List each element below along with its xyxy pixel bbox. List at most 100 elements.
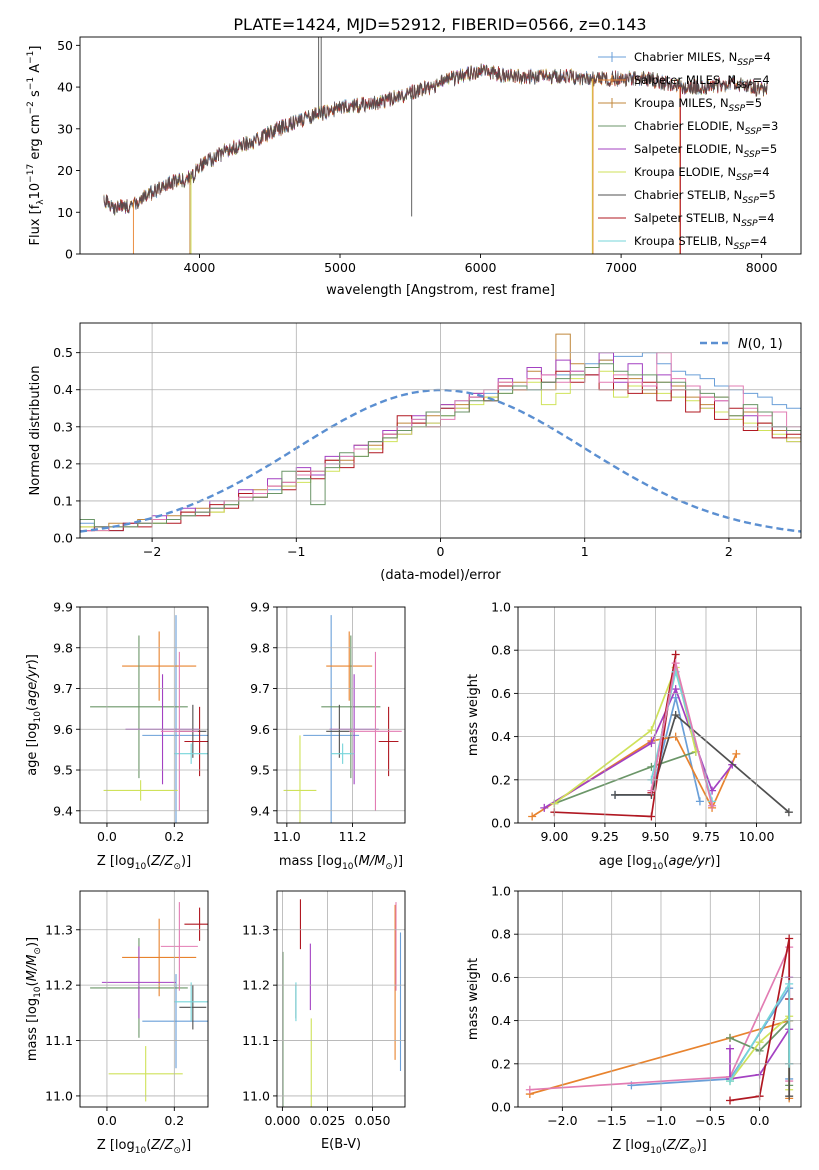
- x-axis-label: age [log10​(age/yr)]: [599, 854, 721, 872]
- axes-frame: [276, 890, 406, 1108]
- legend: N(0, 1): [700, 337, 783, 352]
- label-part: N: [738, 337, 748, 352]
- y-tick-label: 9.5: [250, 763, 270, 778]
- axes-frame: [79, 36, 802, 255]
- label-part: =5: [760, 142, 777, 156]
- x-tick-label: 0.2: [164, 1113, 184, 1128]
- x-tick-label: 11.0: [273, 829, 301, 844]
- x-tick-label: −2.0: [547, 1113, 577, 1128]
- label-part: )]: [393, 854, 403, 869]
- label-part: ⊙: [385, 862, 393, 872]
- y-tick-label: 10: [57, 205, 73, 220]
- errorbar-point: [160, 651, 198, 811]
- label-part: ⊙: [689, 1146, 697, 1156]
- errorbar-point: [184, 907, 208, 941]
- x-axis-label: Z [log10​(Z/Z⊙​)]: [612, 1138, 706, 1156]
- y-tick-label: 0.0: [53, 531, 73, 546]
- axes-frame: [276, 606, 406, 824]
- x-tick-label: 0.2: [164, 829, 184, 844]
- y-tick-label: 9.9: [250, 600, 270, 615]
- label-part: SSP: [736, 173, 753, 183]
- label-part: )]: [697, 1138, 707, 1153]
- axes-mass-vs-Z: 0.0 0.2 11.0 11.1 11.2 11.3 Z [log10​(Z/Z⊙​)] m…: [25, 890, 209, 1156]
- weight-series-ke: [550, 663, 700, 808]
- weight-marker: [784, 808, 793, 817]
- axes-frame: [517, 890, 802, 1108]
- histogram-series-se: [80, 352, 801, 538]
- label-part: −1: [26, 77, 36, 90]
- label-part: Flux [f: [28, 204, 43, 245]
- label-part: =4: [754, 50, 771, 64]
- label-part: M/M: [359, 854, 386, 869]
- histogram-series-ss: [80, 370, 801, 538]
- y-tick-label: 0.4: [53, 382, 73, 397]
- weight-line: [529, 946, 791, 1091]
- x-tick-label: −1: [287, 544, 305, 559]
- legend-label: Chabrier ELODIE, NSSP​=3: [634, 119, 778, 137]
- label-part: A: [28, 64, 43, 77]
- x-tick-label: 1: [581, 544, 589, 559]
- label-part: 10: [33, 711, 43, 723]
- axes-age-vs-Z: 0.0 0.2 9.4 9.5 9.6 9.7 9.8 9.9 Z [log10​(Z/Z⊙​)…: [25, 600, 209, 872]
- weight-line: [729, 938, 791, 1102]
- label-part: Chabrier ELODIE, N: [634, 119, 745, 133]
- y-tick-label: 9.8: [250, 640, 270, 655]
- axes-weight-vs-age: 9.00 9.25 9.50 9.75 10.00 0.0 0.2 0.4 0.6 0.8 1.0 a…: [466, 600, 802, 872]
- y-tick-label: 9.8: [53, 640, 73, 655]
- legend-label: Kroupa ELODIE, NSSP​=4: [634, 165, 770, 183]
- weight-series-cs: [611, 711, 793, 817]
- errorbar-point: [142, 615, 208, 823]
- plot-area: [90, 902, 208, 1102]
- errorbar-point: [331, 743, 355, 764]
- x-axis-label: (data-model)/error: [380, 568, 501, 583]
- y-axis-label: Flux [fλ​10−17​ erg cm−2​ s−1​ A−1​]: [26, 46, 46, 246]
- label-part: Salpeter ELODIE, N: [634, 142, 744, 156]
- y-tick-label: 0.1: [53, 493, 73, 508]
- histogram-series-pink: [80, 352, 801, 538]
- label-part: 10: [135, 1146, 147, 1156]
- errorbar-point: [321, 635, 381, 779]
- weight-marker: [785, 979, 794, 988]
- y-axis-label: mass weight: [466, 674, 481, 756]
- label-part: Kroupa STELIB, N: [634, 234, 734, 248]
- label-part: =3: [761, 119, 778, 133]
- legend-label: Chabrier MILES, NSSP​=4: [634, 50, 771, 68]
- axes-frame: [79, 606, 209, 824]
- legend-label: Kroupa MILES, NSSP​=5: [634, 96, 762, 114]
- plot-area: [528, 650, 793, 821]
- weight-marker: [647, 786, 656, 795]
- weight-marker: [528, 812, 537, 821]
- y-tick-label: 9.5: [53, 763, 73, 778]
- x-tick-label: 0.0: [97, 1113, 117, 1128]
- weight-marker: [647, 812, 656, 821]
- x-tick-label: 9.25: [591, 829, 619, 844]
- errorbar-point: [303, 615, 360, 823]
- label-part: =4: [750, 234, 767, 248]
- x-tick-label: −1.0: [646, 1113, 676, 1128]
- y-tick-label: 1.0: [491, 600, 511, 615]
- label-part: Chabrier STELIB, N: [634, 188, 742, 202]
- label-part: SSP: [745, 127, 762, 137]
- label-part: Z [log: [612, 1138, 650, 1153]
- y-tick-label: 9.7: [250, 681, 270, 696]
- label-part: SSP: [729, 104, 746, 114]
- x-axis-label: E(B-V): [321, 1137, 361, 1152]
- y-tick-label: 11.3: [45, 922, 73, 937]
- y-tick-label: 11.0: [45, 1088, 73, 1103]
- errorbar-point: [326, 631, 373, 701]
- label-part: mass [log: [25, 998, 40, 1061]
- y-axis-label: Normed distribution: [28, 366, 43, 496]
- x-tick-label: −0.5: [695, 1113, 725, 1128]
- weight-line: [650, 662, 713, 806]
- label-part: )]: [181, 1138, 191, 1153]
- errorbar-point: [101, 946, 176, 1019]
- y-tick-label: 0.6: [491, 970, 511, 985]
- label-part: s: [28, 90, 43, 101]
- x-tick-label: 11.2: [339, 829, 367, 844]
- label-part: Chabrier MILES, N: [634, 50, 737, 64]
- weight-marker: [785, 934, 794, 943]
- label-part: SSP: [736, 81, 753, 91]
- x-tick-label: 7000: [605, 260, 637, 275]
- x-tick-label: 0.050: [355, 1113, 391, 1128]
- x-tick-label: 9.50: [642, 829, 670, 844]
